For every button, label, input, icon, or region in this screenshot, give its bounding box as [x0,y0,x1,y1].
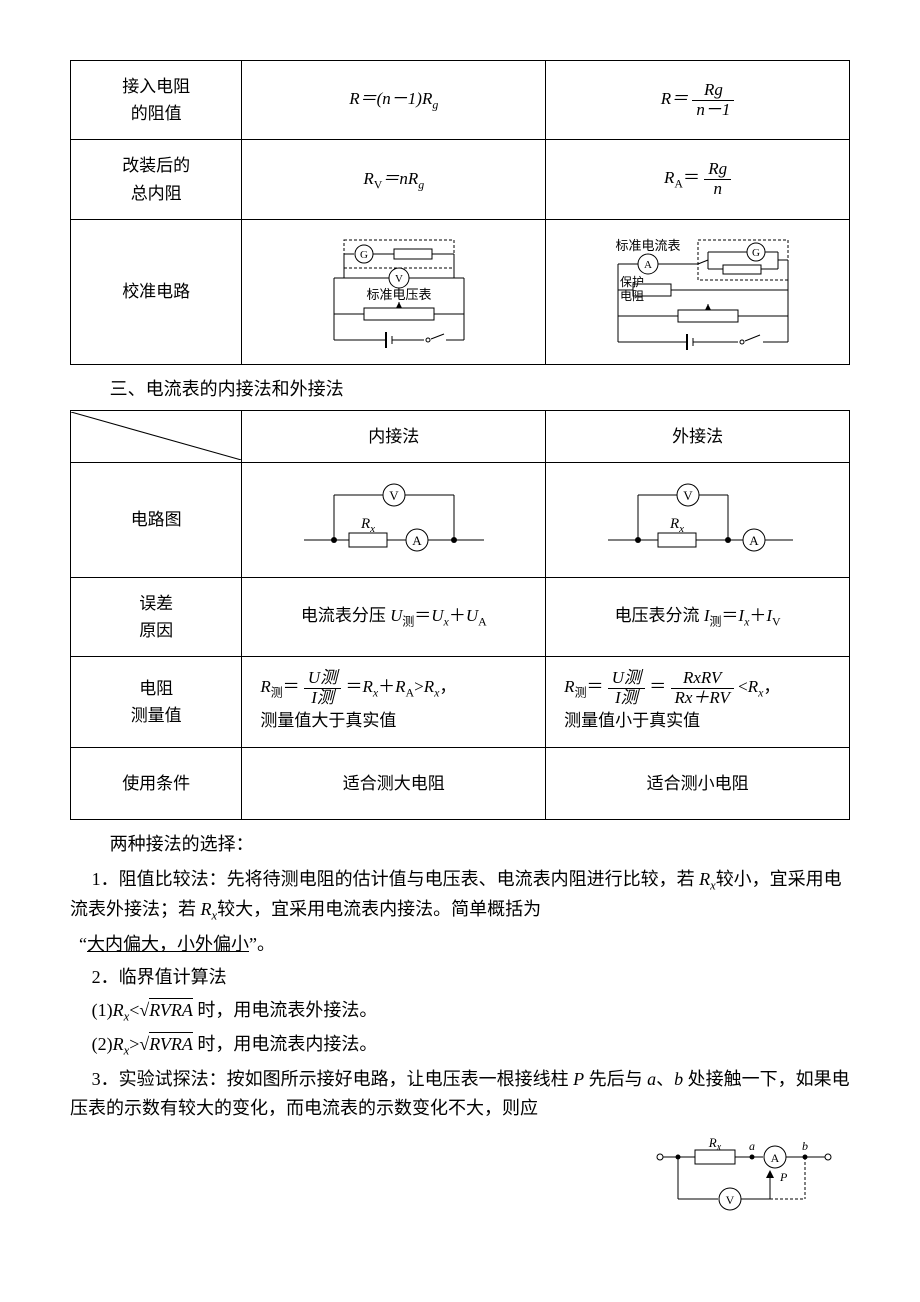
svg-text:保护: 保护 [620,275,644,289]
voltmeter-calibration-diagram: G V 标准电压表 [294,232,494,352]
paragraph: “大内偏大，小外偏小”。 [70,930,850,959]
svg-text:V: V [683,488,693,503]
svg-text:Rx: Rx [360,516,375,535]
paragraph: 2．临界值计算法 [70,963,850,992]
trial-connection-diagram: Rx a A b V P [650,1137,840,1226]
svg-text:V: V [389,488,399,503]
svg-text:A: A [771,1151,780,1165]
paragraph: 3．实验试探法：按如图所示接好电路，让电压表一根接线柱 P 先后与 a、b 处接… [70,1065,850,1123]
cell-circuit-ammeter-calibration: 标准电流表 A G [546,219,850,364]
cell-formula: R＝ Rg n－1 [546,61,850,140]
cell-formula: RV＝nRg [242,140,546,219]
diagonal-header [71,410,242,462]
internal-connection-diagram: V Rx A [294,480,494,560]
table-row: 电阻 测量值 R测＝ U测I测 ＝Rx＋RA>Rx， 测量值大于真实值 R测＝ … [71,657,850,748]
row-label: 改装后的 总内阻 [71,140,242,219]
table-row: 改装后的 总内阻 RV＝nRg RA＝ Rg n [71,140,850,219]
cell-formula: RA＝ Rg n [546,140,850,219]
row-label: 电路图 [71,462,242,577]
table-ammeter-connection: 内接法 外接法 电路图 V Rx [70,410,850,820]
svg-text:G: G [360,249,368,261]
svg-text:A: A [749,533,759,548]
svg-text:Rx: Rx [669,516,684,535]
std-voltmeter-label: 标准电压表 [366,287,431,302]
svg-text:b: b [802,1139,808,1153]
table-row: 校准电路 G V 标准电压表 [71,219,850,364]
cell-error-external: 电压表分流 I测＝Ix＋IV [546,577,850,656]
paragraph: 1．阻值比较法：先将待测电阻的估计值与电压表、电流表内阻进行比较，若 Rx较小，… [70,865,850,926]
mnemonic-underlined: 大内偏大，小外偏小 [87,934,249,954]
table-row: 使用条件 适合测大电阻 适合测小电阻 [71,747,850,819]
svg-text:a: a [749,1139,755,1153]
subheading: 两种接法的选择： [70,830,850,859]
col-header-internal: 内接法 [242,410,546,462]
svg-text:A: A [412,533,422,548]
svg-text:电阻: 电阻 [620,289,644,303]
svg-text:V: V [395,273,403,285]
svg-text:A: A [644,259,652,271]
table-meter-conversion: 接入电阻 的阻值 R＝(n－1)Rg R＝ Rg n－1 改装后的 总内阻 RV… [70,60,850,365]
circuit-external: V Rx A [546,462,850,577]
row-label: 接入电阻 的阻值 [71,61,242,140]
cell-measure-external: R测＝ U测I测 ＝ RxRVRx＋RV <Rx， 测量值小于真实值 [546,657,850,748]
svg-text:V: V [726,1193,735,1207]
paragraph: (1)Rx<√RVRA 时，用电流表外接法。 [70,996,850,1027]
table-row: 误差 原因 电流表分压 U测＝Ux＋UA 电压表分流 I测＝Ix＋IV [71,577,850,656]
svg-text:G: G [752,247,760,259]
col-header-external: 外接法 [546,410,850,462]
row-label: 电阻 测量值 [71,657,242,748]
paragraph: (2)Rx>√RVRA 时，用电流表内接法。 [70,1030,850,1061]
cell-measure-internal: R测＝ U测I测 ＝Rx＋RA>Rx， 测量值大于真实值 [242,657,546,748]
table-header-row: 内接法 外接法 [71,410,850,462]
cell-condition-external: 适合测小电阻 [546,747,850,819]
table-row: 电路图 V Rx A [71,462,850,577]
row-label: 校准电路 [71,219,242,364]
svg-text:P: P [779,1170,788,1184]
external-connection-diagram: V Rx A [598,480,798,560]
cell-circuit-voltmeter-calibration: G V 标准电压表 [242,219,546,364]
cell-condition-internal: 适合测大电阻 [242,747,546,819]
circuit-internal: V Rx A [242,462,546,577]
cell-formula: R＝(n－1)Rg [242,61,546,140]
row-label: 使用条件 [71,747,242,819]
row-label: 误差 原因 [71,577,242,656]
ammeter-calibration-diagram: 标准电流表 A G [588,232,808,352]
svg-text:Rx: Rx [708,1137,722,1153]
section-heading: 三、电流表的内接法和外接法 [70,375,850,404]
svg-text:标准电流表: 标准电流表 [615,238,680,253]
cell-error-internal: 电流表分压 U测＝Ux＋UA [242,577,546,656]
table-row: 接入电阻 的阻值 R＝(n－1)Rg R＝ Rg n－1 [71,61,850,140]
